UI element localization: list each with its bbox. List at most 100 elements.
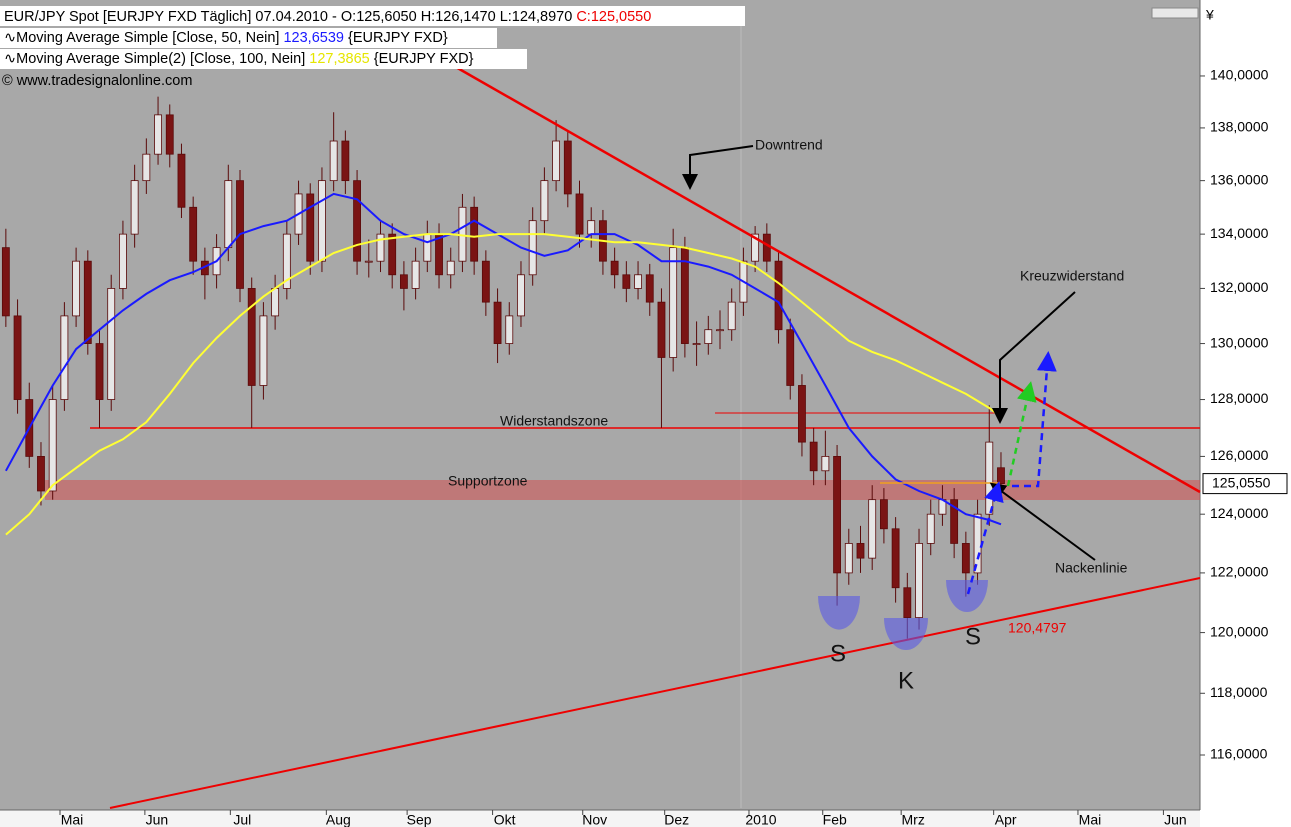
candle-body <box>247 288 256 386</box>
close-label: C:125,0550 <box>576 9 651 25</box>
legend-value: 127,3865 <box>309 51 369 67</box>
head-shoulder-marker <box>946 580 988 612</box>
annotations: Downtrend Kreuzwiderstand Widerstandszone S… <box>448 137 1128 695</box>
annotation: Downtrend <box>755 137 823 153</box>
annotation: Kreuzwiderstand <box>1020 268 1124 284</box>
candle-body <box>13 315 22 400</box>
candle-body <box>926 513 935 544</box>
source: © www.tradesignalonline.com <box>2 73 192 89</box>
candle-body <box>634 274 642 289</box>
candle-body <box>891 528 900 589</box>
y-tick-label: 128,0000 <box>1210 390 1269 406</box>
y-tick-label: 124,0000 <box>1210 505 1269 521</box>
candle-body <box>493 301 502 344</box>
candle-body <box>306 193 315 262</box>
candle-body <box>657 301 666 358</box>
annotation: K <box>898 667 914 694</box>
arrow <box>989 482 1096 561</box>
candle-body <box>364 260 373 263</box>
candle-body <box>107 288 116 400</box>
candle-body <box>130 180 139 235</box>
currency: ¥ <box>1205 7 1214 23</box>
annotation: S <box>830 640 846 667</box>
candle-body <box>83 260 92 344</box>
head-shoulder-marker <box>884 618 928 650</box>
candle-body <box>856 543 865 559</box>
candle-body <box>950 499 959 544</box>
candle-body <box>423 233 432 262</box>
candle-body <box>376 233 385 262</box>
candle-body <box>903 587 912 618</box>
legend-source: {EURJPY FXD} <box>374 51 474 67</box>
candle-body <box>552 140 561 182</box>
candle-body <box>704 329 713 344</box>
candle-body <box>318 180 326 262</box>
candle-body <box>142 153 151 182</box>
annotation: Supportzone <box>448 473 528 489</box>
candle-body <box>446 260 455 276</box>
candle-body <box>844 543 853 574</box>
header-box <box>0 6 745 26</box>
title: EUR/JPY Spot [EURJPY FXD Täglich] 07.04.… <box>4 9 572 25</box>
candle-body <box>95 343 104 400</box>
legend-value: 123,6539 <box>283 30 343 46</box>
candle-body <box>540 180 549 222</box>
moving-average-line <box>5 233 1002 536</box>
y-tick-label: 136,0000 <box>1210 171 1269 187</box>
candle-body <box>610 260 619 276</box>
header-box <box>0 49 527 69</box>
y-tick-label: 138,0000 <box>1210 119 1269 135</box>
support-zone <box>45 480 1200 500</box>
candle-body <box>751 233 760 262</box>
annotation: S <box>965 623 981 650</box>
x-tick-label: Aug <box>326 812 351 827</box>
plot-area <box>0 0 1200 810</box>
candle-body <box>727 301 736 331</box>
x-tick-label: Mai <box>61 812 84 827</box>
candle-body <box>435 233 443 276</box>
x-tick-label: Dez <box>664 812 689 827</box>
y-tick-label: 140,0000 <box>1210 67 1269 83</box>
y-tick-label: 120,0000 <box>1210 623 1269 639</box>
candle-body <box>587 220 596 235</box>
candle-body <box>774 260 783 331</box>
y-axis-panel <box>1200 0 1291 827</box>
candle-body <box>177 153 186 208</box>
annotation-shapes <box>109 56 1201 809</box>
arrow <box>682 145 754 190</box>
moving-averages <box>5 192 1002 536</box>
window-controls[interactable] <box>1151 7 1199 19</box>
y-tick-label: 122,0000 <box>1210 564 1269 580</box>
candle-body <box>868 499 877 559</box>
candle-body <box>411 260 420 289</box>
x-tick-label: Jun <box>1164 812 1187 827</box>
candle-body <box>470 206 479 262</box>
legend-name: Moving Average Simple(2) [Close, 100, Ne… <box>16 51 305 67</box>
candle-body <box>622 274 631 289</box>
legend-entry: ∿Moving Average Simple [Close, 50, Nein]… <box>4 30 448 46</box>
y-tick-label: 118,0000 <box>1210 684 1268 700</box>
uptrend-line <box>109 577 1201 809</box>
candle-body <box>119 233 127 289</box>
annotation: Widerstandszone <box>500 413 608 429</box>
candle-body <box>48 399 57 492</box>
candle-body <box>259 315 268 386</box>
x-tick-label: Mrz <box>902 812 925 827</box>
candle-body <box>692 343 701 345</box>
candle-body <box>961 543 970 574</box>
arrow <box>966 481 1004 595</box>
y-tick-label: 132,0000 <box>1210 279 1269 295</box>
x-tick-label: Jun <box>146 812 169 827</box>
candle-body <box>879 499 888 530</box>
annotation: Nackenlinie <box>1055 560 1128 576</box>
legend-entry: ∿Moving Average Simple(2) [Close, 100, N… <box>4 51 474 67</box>
candle-body <box>72 260 81 317</box>
y-tick-label: 126,0000 <box>1210 447 1269 463</box>
x-tick-label: Okt <box>494 812 516 827</box>
y-tick-label: 130,0000 <box>1210 334 1269 350</box>
candle-body <box>798 385 806 443</box>
candle-body <box>716 329 724 332</box>
arrow <box>992 291 1076 424</box>
last-price-box <box>1202 473 1288 495</box>
legend-source: {EURJPY FXD} <box>348 30 448 46</box>
